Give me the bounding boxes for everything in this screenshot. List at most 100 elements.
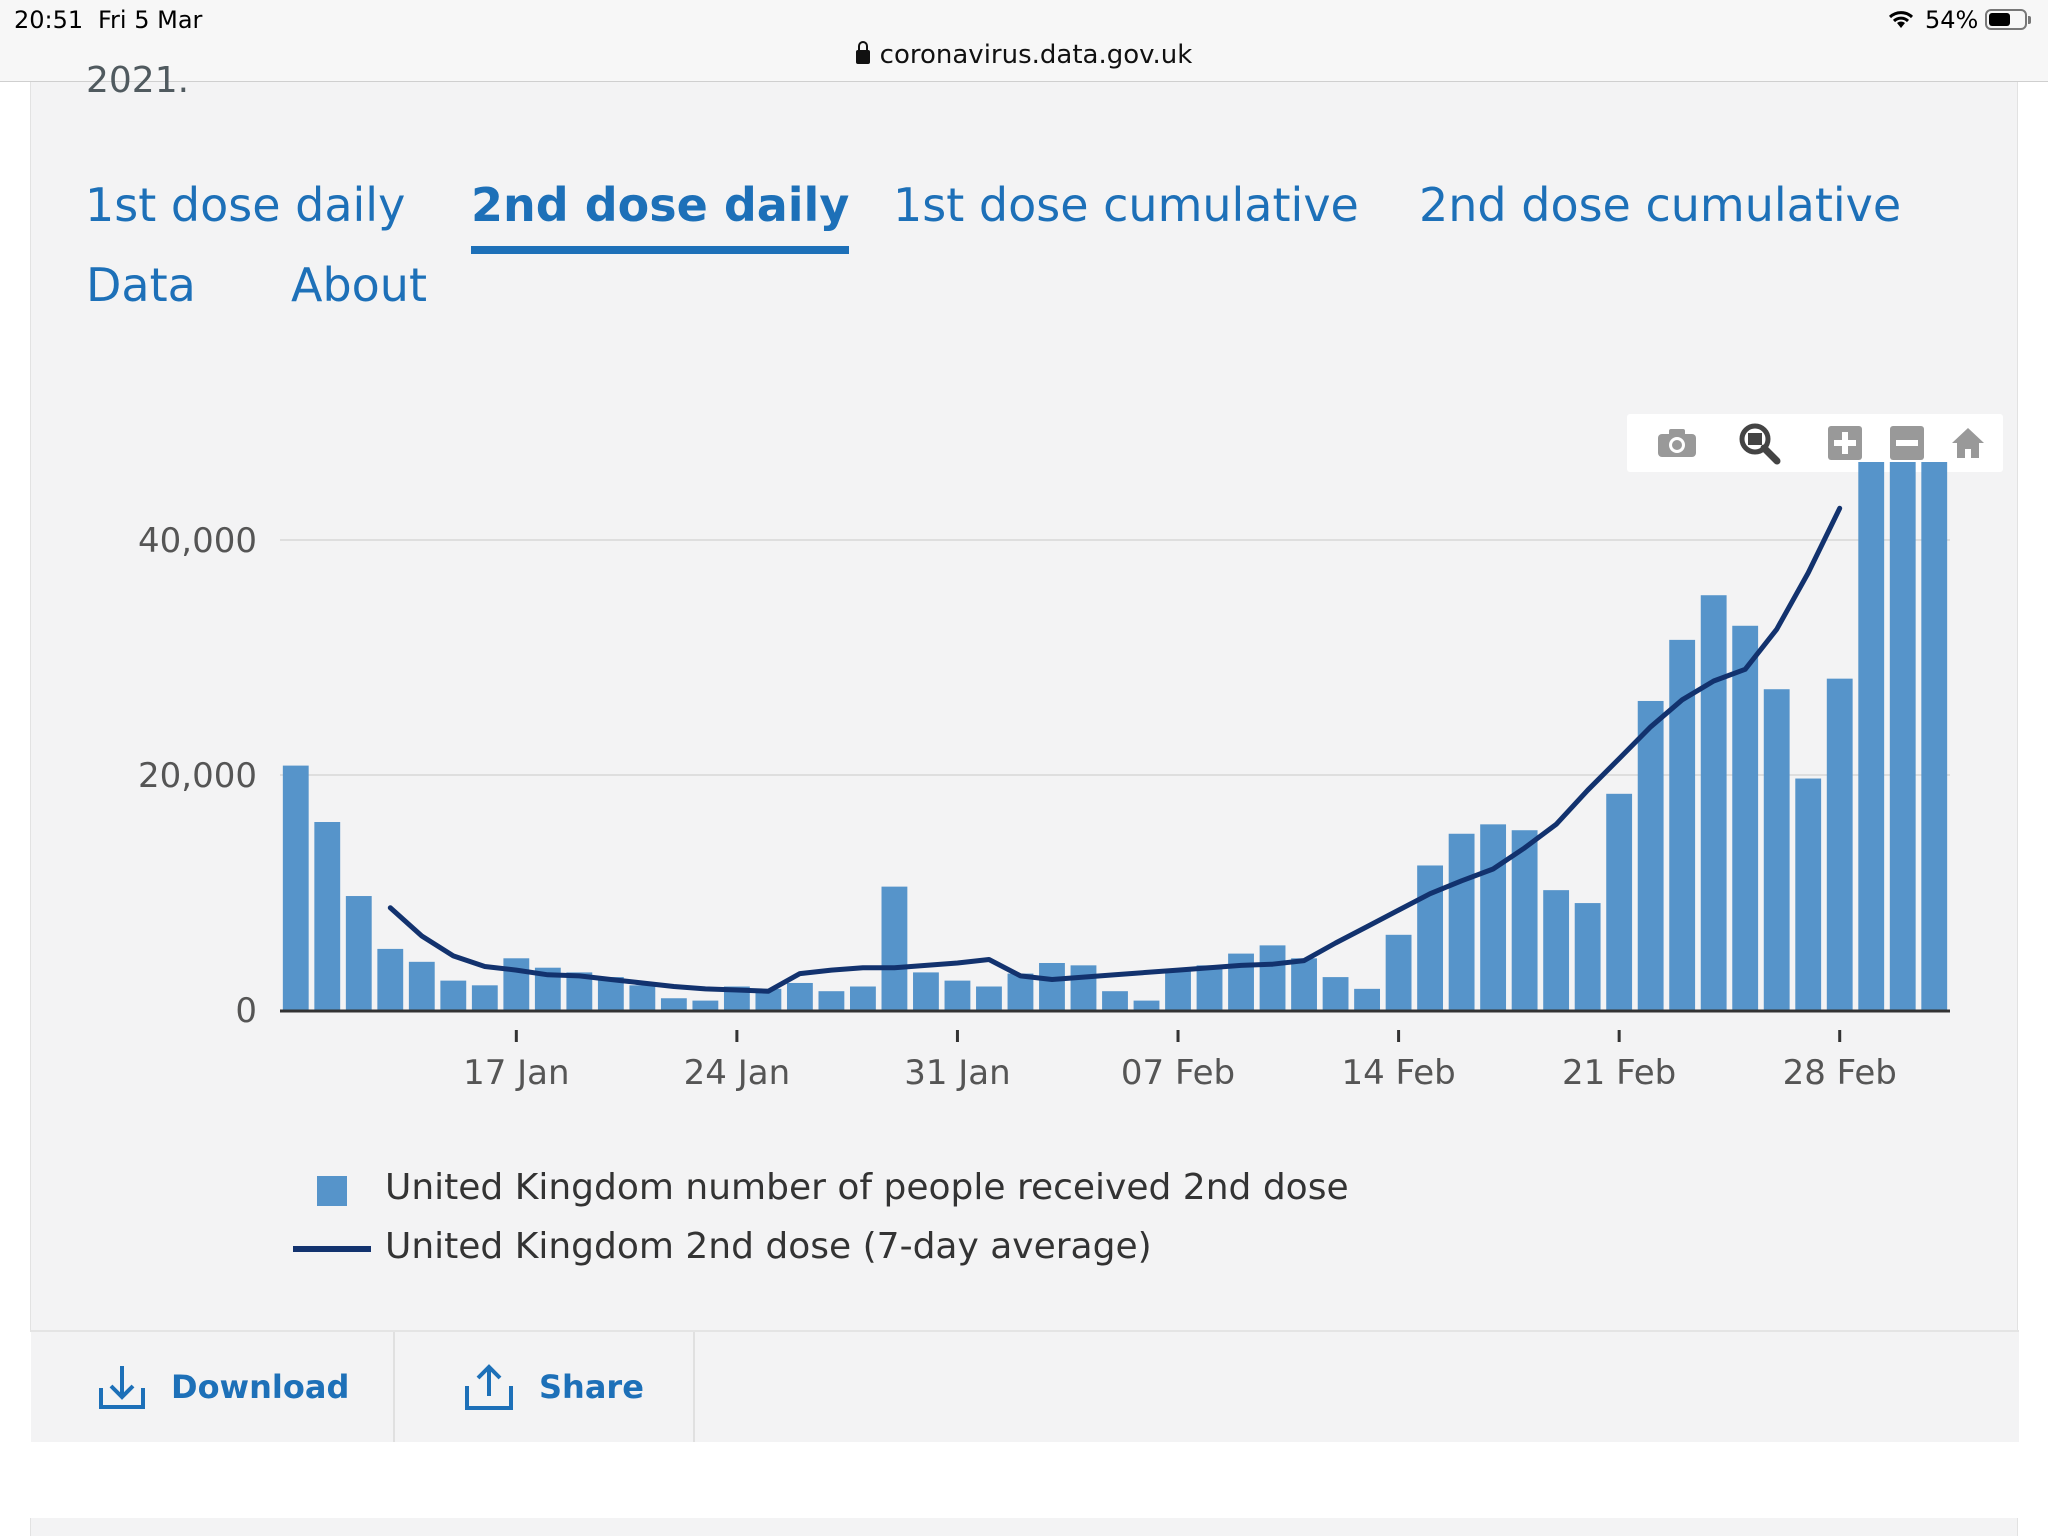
y-tick-label: 40,000 xyxy=(138,521,257,561)
bar xyxy=(1480,824,1507,1010)
bar xyxy=(1007,973,1034,1010)
bar xyxy=(881,886,908,1010)
bar xyxy=(1448,833,1475,1010)
bar xyxy=(1039,963,1065,1010)
bar xyxy=(913,972,939,1010)
bar xyxy=(1385,934,1412,1010)
bar xyxy=(1259,945,1286,1010)
bar xyxy=(850,986,876,1010)
bar xyxy=(1700,595,1727,1010)
bar xyxy=(944,980,971,1010)
tab-1st-dose-cumulative[interactable]: 1st dose cumulative xyxy=(893,178,1359,232)
average-line xyxy=(387,505,1843,994)
address-bar[interactable]: coronavirus.data.gov.uk xyxy=(0,40,2048,70)
bar xyxy=(1133,1000,1160,1010)
battery-icon xyxy=(1985,9,2031,30)
card-footer: Download Share xyxy=(31,1330,2019,1442)
bar xyxy=(1228,953,1254,1010)
legend-line-swatch xyxy=(293,1246,371,1252)
x-tick-label: 07 Feb xyxy=(1121,1053,1235,1093)
bar xyxy=(692,1000,719,1010)
bar xyxy=(660,998,687,1010)
x-tick-label: 28 Feb xyxy=(1783,1053,1897,1093)
bar xyxy=(1291,958,1317,1010)
bar xyxy=(1889,462,1916,1011)
bar xyxy=(755,988,782,1010)
bar xyxy=(1574,903,1601,1010)
bar xyxy=(1543,890,1570,1010)
chart-gridlines xyxy=(280,539,1950,776)
chart-card: 2021. 1st dose daily 2nd dose daily 1st … xyxy=(30,60,2019,1442)
x-tick-label: 17 Jan xyxy=(463,1053,569,1093)
url-text: coronavirus.data.gov.uk xyxy=(879,40,1193,70)
footer-divider xyxy=(393,1332,395,1442)
tab-2nd-dose-daily[interactable]: 2nd dose daily xyxy=(471,178,850,254)
bar xyxy=(1165,970,1191,1010)
bar xyxy=(1606,793,1633,1010)
bar xyxy=(1196,965,1223,1010)
bar xyxy=(345,896,372,1010)
download-label: Download xyxy=(171,1368,350,1406)
wifi-icon xyxy=(1886,8,1916,36)
share-icon xyxy=(465,1364,513,1410)
share-label: Share xyxy=(539,1368,644,1406)
download-button[interactable]: Download xyxy=(97,1332,349,1442)
status-date: Fri 5 Mar xyxy=(98,6,203,34)
bar xyxy=(818,991,845,1010)
status-time: 20:51 xyxy=(14,6,84,34)
bar-series xyxy=(282,462,1948,1011)
y-tick-label: 20,000 xyxy=(138,756,257,796)
home-icon[interactable] xyxy=(1949,414,1987,472)
camera-icon[interactable] xyxy=(1655,414,1699,472)
y-tick-label: 0 xyxy=(235,991,257,1031)
tab-about[interactable]: About xyxy=(291,258,428,312)
bar xyxy=(1858,462,1885,1011)
chart-modebar xyxy=(1627,414,2003,472)
tab-1st-dose-daily[interactable]: 1st dose daily xyxy=(85,178,406,232)
download-icon xyxy=(99,1366,145,1409)
bar xyxy=(471,985,498,1010)
bar xyxy=(1102,991,1128,1010)
bar xyxy=(1732,625,1759,1010)
bar xyxy=(503,958,530,1010)
bar xyxy=(786,982,813,1010)
tab-data[interactable]: Data xyxy=(86,258,196,312)
footer-divider xyxy=(693,1332,695,1442)
bar xyxy=(1826,678,1853,1010)
next-card-edge xyxy=(30,1518,2018,1536)
bar xyxy=(314,822,341,1010)
bar xyxy=(440,980,467,1010)
x-axis: 17 Jan 24 Jan 31 Jan 07 Feb 14 Feb 21 Feb 28 F… xyxy=(280,1009,1950,1093)
bar xyxy=(1322,977,1349,1010)
bar xyxy=(1417,865,1444,1010)
status-bar: 20:51 Fri 5 Mar coronavirus.data.gov.uk … xyxy=(0,0,2048,82)
x-tick-label: 24 Jan xyxy=(684,1053,790,1093)
line-series xyxy=(387,505,1843,994)
bar xyxy=(1921,462,1948,1010)
bar xyxy=(408,961,435,1010)
bar xyxy=(1354,988,1380,1010)
x-tick-label: 21 Feb xyxy=(1562,1053,1676,1093)
description-text: 2021. xyxy=(86,60,190,101)
legend-bar-swatch xyxy=(317,1176,347,1206)
legend-line-label: United Kingdom 2nd dose (7-day average) xyxy=(385,1226,1152,1267)
share-button[interactable]: Share xyxy=(463,1332,644,1442)
legend-bar-label: United Kingdom number of people received… xyxy=(385,1167,1349,1208)
tab-2nd-dose-cumulative[interactable]: 2nd dose cumulative xyxy=(1419,178,1902,232)
bar xyxy=(1763,689,1790,1010)
zoom-icon[interactable] xyxy=(1735,414,1783,472)
lock-icon xyxy=(855,41,870,64)
bar xyxy=(1795,778,1822,1010)
bar xyxy=(976,986,1002,1010)
battery-percentage: 54% xyxy=(1925,6,1979,34)
zoom-in-icon[interactable] xyxy=(1827,414,1863,472)
x-tick-label: 14 Feb xyxy=(1341,1053,1455,1093)
x-tick-label: 31 Jan xyxy=(904,1053,1010,1093)
bar xyxy=(1511,830,1538,1010)
bar xyxy=(377,948,404,1010)
zoom-out-icon[interactable] xyxy=(1889,414,1925,472)
bar xyxy=(1637,700,1664,1010)
bar xyxy=(1070,965,1097,1010)
